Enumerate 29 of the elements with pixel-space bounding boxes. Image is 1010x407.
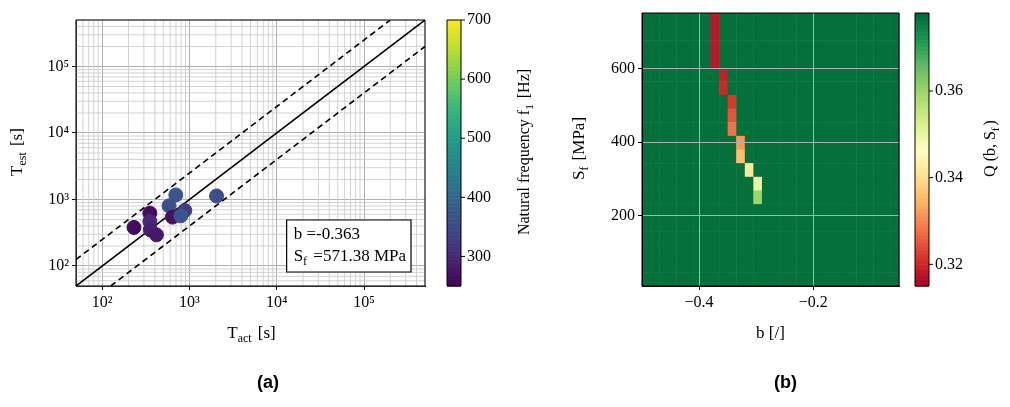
y-axis-title: Sf [MPa] [569,116,592,181]
x-tick-label: −0.4 [684,292,714,310]
color-bar-label: 500 [467,128,491,146]
text: (b) [774,371,797,392]
y-axis-title: Test [s] [7,128,30,176]
color-bar-label: 0.32 [935,254,963,272]
y-tick-label: 400 [611,132,635,150]
x-tick-label: 10³ [179,292,201,310]
x-tick-label: 10⁵ [353,292,375,310]
x-tick-label: 10² [91,292,113,310]
text: (a) [257,371,279,392]
color-bar-title: Q (b, Sf) [981,120,1001,177]
y-tick-label: 600 [611,58,635,76]
annotation: b =-0.363 [293,224,360,244]
color-bar-label: 400 [467,187,491,205]
y-tick-label: 10⁴ [47,123,70,141]
color-bar-label: 300 [467,246,491,264]
x-tick-label: −0.2 [798,292,828,310]
color-bar-title: Natural frequency f1 [Hz] [515,68,535,236]
color-bar-label: 0.36 [935,81,963,99]
y-tick-label: 10⁵ [47,56,69,74]
x-tick-label: 10⁴ [265,292,288,310]
color-bar-label: 600 [467,69,491,87]
x-axis-title: b [/] [756,323,785,343]
color-bar-label: 700 [467,10,491,28]
color-bar-label: 0.34 [935,167,963,185]
y-tick-label: 200 [611,206,635,224]
y-tick-label: 10³ [48,189,70,207]
y-tick-label: 10² [48,256,70,274]
